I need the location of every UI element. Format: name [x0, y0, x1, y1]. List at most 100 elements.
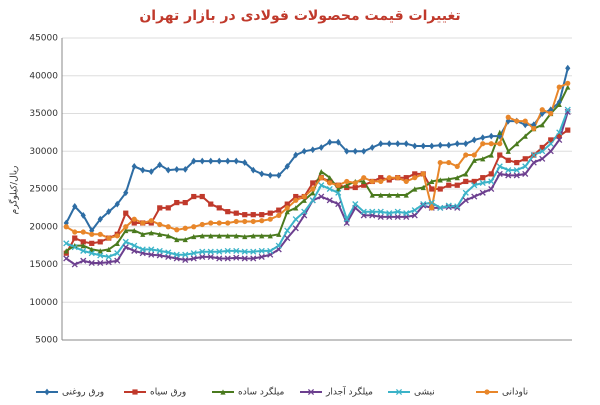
- marker: [156, 247, 163, 254]
- marker: [250, 255, 257, 262]
- marker: [505, 114, 511, 120]
- marker: [224, 255, 231, 262]
- marker: [522, 156, 528, 162]
- marker: [556, 101, 562, 108]
- marker: [148, 168, 154, 176]
- marker: [462, 189, 469, 196]
- marker: [412, 171, 418, 177]
- marker: [80, 257, 87, 264]
- marker: [480, 141, 486, 147]
- marker: [318, 193, 325, 200]
- marker: [471, 152, 477, 158]
- y-tick-label: 10000: [29, 298, 58, 308]
- marker: [284, 205, 290, 211]
- marker: [522, 133, 528, 139]
- marker: [140, 231, 146, 237]
- marker: [114, 200, 120, 208]
- marker: [241, 255, 248, 262]
- marker: [242, 212, 248, 218]
- marker: [446, 176, 452, 182]
- marker: [199, 253, 206, 261]
- legend-label: میلگرد ساده: [238, 386, 285, 398]
- marker: [284, 209, 290, 215]
- marker: [471, 136, 477, 144]
- marker: [386, 140, 392, 148]
- marker: [233, 233, 239, 239]
- marker: [97, 215, 103, 223]
- marker: [403, 140, 409, 148]
- marker: [216, 205, 222, 211]
- marker: [220, 389, 226, 395]
- marker: [72, 202, 78, 210]
- marker: [63, 240, 70, 247]
- marker: [233, 247, 240, 254]
- marker: [564, 108, 571, 116]
- marker: [411, 212, 418, 219]
- marker: [556, 84, 562, 90]
- marker: [484, 389, 490, 395]
- legend: ورق روغنی ورق سیاه میلگرد ساده میلگرد آجدار…: [36, 386, 528, 398]
- marker: [318, 175, 324, 181]
- marker: [89, 231, 95, 237]
- marker: [293, 193, 299, 200]
- marker: [412, 175, 418, 181]
- marker: [539, 107, 545, 113]
- marker: [165, 205, 171, 211]
- marker: [429, 186, 435, 192]
- marker: [556, 133, 562, 139]
- marker: [403, 175, 409, 181]
- marker: [174, 236, 180, 243]
- marker: [114, 250, 121, 257]
- y-tick-label: 15000: [29, 260, 58, 270]
- marker: [182, 165, 188, 173]
- marker: [284, 162, 290, 170]
- marker: [565, 127, 571, 133]
- marker: [131, 227, 137, 234]
- marker: [114, 233, 120, 239]
- marker: [233, 254, 240, 261]
- marker: [250, 166, 256, 174]
- marker: [148, 251, 155, 258]
- marker: [471, 193, 478, 200]
- legend-label: ناودانی: [502, 388, 528, 398]
- marker: [89, 240, 95, 246]
- marker: [522, 118, 528, 124]
- marker: [429, 205, 435, 211]
- marker: [539, 144, 545, 151]
- marker: [445, 202, 452, 209]
- marker: [207, 253, 214, 261]
- marker: [131, 220, 137, 226]
- marker: [191, 224, 197, 230]
- marker: [497, 141, 503, 147]
- y-tick-label: 30000: [29, 147, 58, 157]
- marker: [106, 246, 112, 252]
- marker: [301, 193, 307, 200]
- marker: [565, 80, 571, 86]
- y-tick-label: 40000: [29, 71, 58, 81]
- marker: [174, 227, 180, 233]
- marker: [267, 233, 273, 239]
- marker: [344, 147, 350, 155]
- marker: [259, 233, 265, 239]
- marker: [157, 231, 163, 237]
- marker: [446, 141, 452, 149]
- marker: [386, 175, 392, 181]
- marker: [352, 147, 358, 155]
- marker: [284, 235, 291, 242]
- marker: [165, 224, 171, 230]
- marker: [208, 157, 214, 165]
- marker: [488, 141, 494, 147]
- marker: [72, 229, 78, 235]
- marker: [497, 129, 503, 135]
- marker: [403, 210, 410, 217]
- marker: [386, 210, 393, 217]
- marker: [395, 192, 401, 198]
- marker: [556, 129, 563, 136]
- marker: [148, 218, 154, 224]
- marker: [352, 180, 358, 186]
- marker: [352, 184, 358, 191]
- marker: [343, 216, 350, 223]
- marker: [242, 218, 248, 225]
- marker: [190, 255, 197, 262]
